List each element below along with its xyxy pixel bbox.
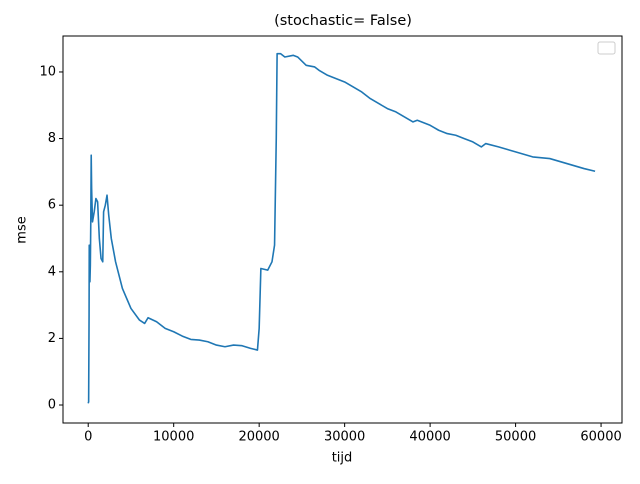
data-line [87,52,596,404]
y-tick-label: 6 [48,198,56,213]
y-tick-label: 4 [48,264,56,279]
y-tick-label: 0 [48,398,56,413]
x-tick-label: 40000 [409,430,450,445]
x-tick-label: 50000 [495,430,536,445]
x-tick-label: 60000 [580,430,621,445]
legend [597,41,616,55]
x-axis-label: tijd [332,451,353,466]
y-tick-label: 2 [48,331,56,346]
y-tick-label: 8 [48,131,56,146]
x-tick-label: 20000 [238,430,279,445]
y-axis-label: mse [15,216,30,243]
x-tick-label: 0 [84,430,92,445]
x-tick-label: 30000 [324,430,365,445]
plot-frame [62,35,623,424]
y-tick-label: 10 [39,64,56,79]
chart-title: (stochastic= False) [274,13,412,29]
x-tick-label: 10000 [153,430,194,445]
